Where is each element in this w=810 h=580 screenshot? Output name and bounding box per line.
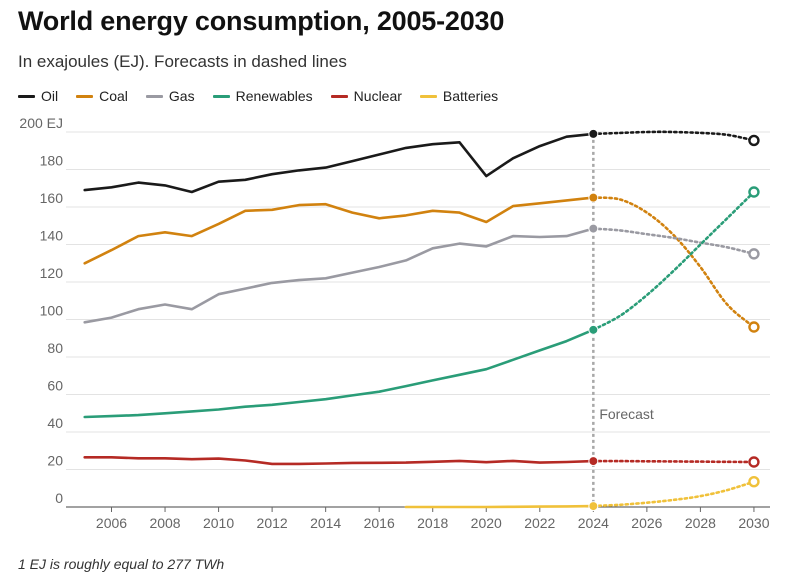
series-line-coal <box>83 196 595 265</box>
series-line-renewables <box>83 328 595 419</box>
legend-swatch <box>18 94 35 98</box>
y-tick-label: 180 <box>40 153 64 169</box>
y-tick-label: 40 <box>47 415 63 431</box>
x-tick-label: 2018 <box>417 515 448 531</box>
x-tick-label: 2022 <box>524 515 555 531</box>
series-line-batteries <box>404 504 595 509</box>
y-tick-label: 0 <box>55 490 63 506</box>
point-2030-oil <box>748 134 760 147</box>
x-tick-label: 2010 <box>203 515 234 531</box>
x-tick-label: 2016 <box>364 515 395 531</box>
legend-item-oil: Oil <box>18 88 58 104</box>
x-tick-label: 2008 <box>149 515 180 531</box>
x-tick-label: 2014 <box>310 515 341 531</box>
x-tick-label: 2006 <box>96 515 127 531</box>
series-forecast-nuclear <box>592 459 756 464</box>
x-axis-ticks: 2006 2008 2010 2012 2014 2016 2018 2020 2022 2024… <box>96 507 770 531</box>
legend-item-nuclear: Nuclear <box>330 88 402 104</box>
forecast-label: Forecast <box>599 406 654 422</box>
y-tick-label: 160 <box>40 190 64 206</box>
gridlines <box>66 131 770 508</box>
point-2024-nuclear <box>588 456 599 467</box>
legend-swatch <box>76 94 94 98</box>
point-2024-renewables <box>588 324 599 335</box>
y-tick-label: 100 <box>40 303 64 319</box>
legend-label: Nuclear <box>353 88 402 104</box>
series-line-gas <box>83 227 595 324</box>
x-tick-label: 2026 <box>631 515 662 531</box>
point-2024-batteries <box>588 501 599 512</box>
y-tick-label: 80 <box>47 340 63 356</box>
legend-item-coal: Coal <box>76 88 128 104</box>
legend-item-renewables: Renewables <box>212 88 313 104</box>
x-tick-label: 2012 <box>257 515 288 531</box>
y-tick-label: 60 <box>47 378 63 394</box>
series-forecast-renewables <box>592 190 756 332</box>
x-tick-label: 2020 <box>471 515 502 531</box>
point-2030-nuclear <box>748 456 760 468</box>
series-line-nuclear <box>83 455 595 466</box>
series-markers <box>588 128 760 512</box>
legend-item-batteries: Batteries <box>419 88 499 104</box>
y-tick-label: 140 <box>40 228 64 244</box>
point-2030-coal <box>748 321 760 333</box>
point-2030-batteries <box>748 475 760 488</box>
legend-label: Gas <box>168 88 195 104</box>
legend-label: Oil <box>41 88 59 104</box>
point-2024-gas <box>588 223 599 234</box>
x-tick-label: 2028 <box>685 515 716 531</box>
footnote: 1 EJ is roughly equal to 277 TWh <box>18 556 225 572</box>
legend-swatch <box>212 94 230 98</box>
x-tick-label: 2030 <box>738 515 769 531</box>
legend-item-gas: Gas <box>145 88 195 104</box>
series-line-oil <box>83 132 595 194</box>
y-tick-label: 120 <box>40 265 64 281</box>
series-forecast-batteries <box>592 480 756 508</box>
y-axis-ticks: 0 20 40 60 80 100 120 140 160 180 200 EJ <box>19 115 63 506</box>
series-forecast-gas <box>592 227 756 256</box>
legend-label: Renewables <box>235 88 313 104</box>
chart-title: World energy consumption, 2005-2030 <box>18 6 505 36</box>
series-lines <box>83 130 756 509</box>
x-tick-label: 2024 <box>578 515 609 531</box>
chart-subtitle: In exajoules (EJ). Forecasts in dashed l… <box>18 52 347 71</box>
series-forecast-oil <box>592 130 756 142</box>
legend-label: Coal <box>99 88 128 104</box>
point-2030-gas <box>748 248 760 260</box>
point-2024-coal <box>588 192 599 203</box>
y-tick-label: 20 <box>47 453 63 469</box>
point-2030-renewables <box>748 186 760 198</box>
point-2024-oil <box>588 128 599 139</box>
legend-swatch <box>145 94 163 98</box>
series-forecast-coal <box>592 196 756 329</box>
legend-swatch <box>330 94 348 98</box>
y-tick-label: 200 EJ <box>19 115 63 131</box>
forecast-marker: Forecast <box>592 133 654 507</box>
legend: Oil Coal Gas Renewables Nuclear Batteries <box>18 88 498 104</box>
legend-swatch <box>419 94 437 98</box>
legend-label: Batteries <box>442 88 499 104</box>
